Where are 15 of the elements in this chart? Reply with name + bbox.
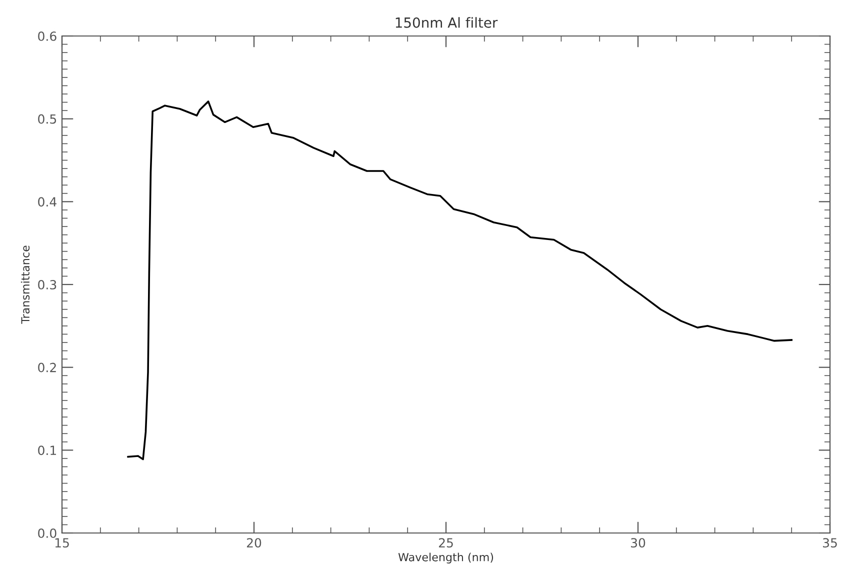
x-axis-title: Wavelength (nm) [398,552,494,564]
x-tick-label: 25 [438,538,453,548]
x-tick-label: 15 [55,538,69,548]
y-tick-label: 0.5 [38,114,56,124]
y-axis-title: Transmittance [20,246,30,324]
y-tick-label: 0.6 [38,31,56,41]
x-tick-label: 30 [631,538,646,548]
x-tick-label: 20 [246,538,262,548]
y-tick-label: 0.2 [38,362,56,372]
y-tick-label: 0.1 [38,446,56,456]
y-tick-label: 0.3 [38,280,56,290]
x-tick-label: 35 [823,538,837,548]
y-tick-label: 0.0 [38,528,56,538]
y-tick-label: 0.4 [38,197,56,207]
chart-title: 150nm Al filter [396,17,498,28]
